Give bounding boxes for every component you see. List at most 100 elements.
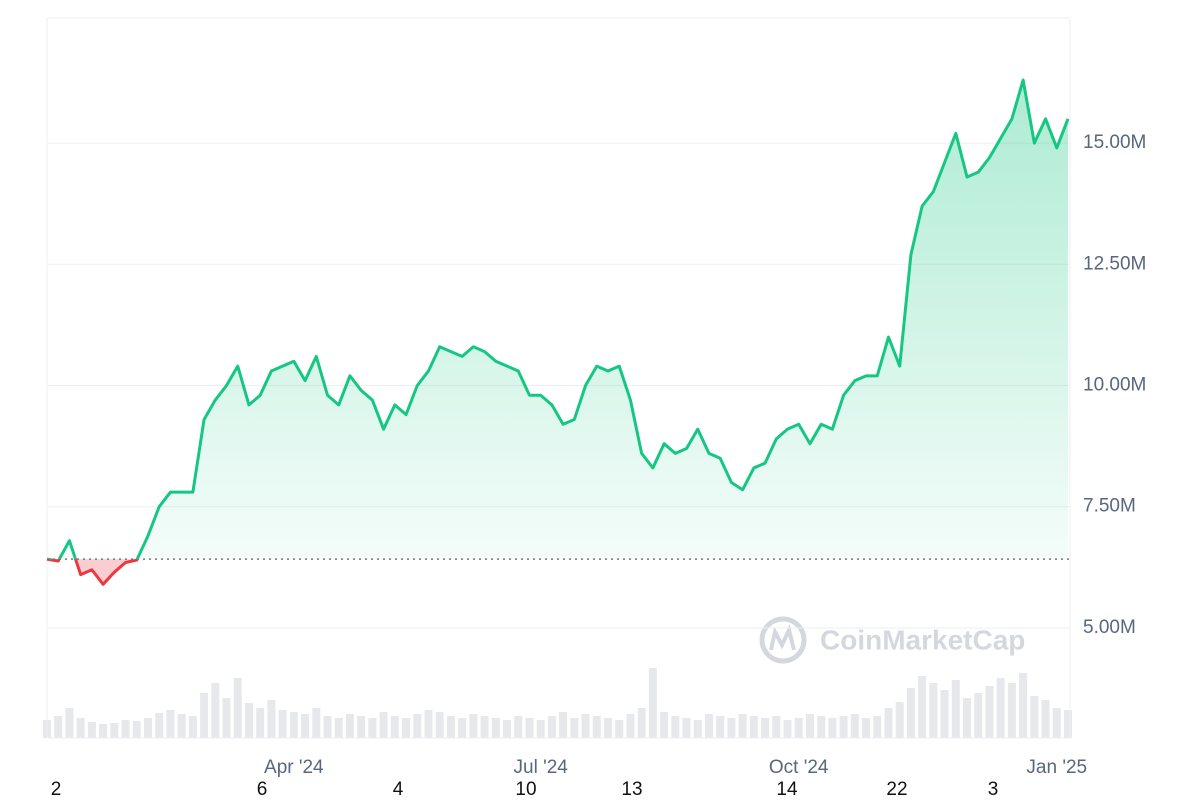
volume-bar [996, 678, 1005, 738]
volume-bar [379, 712, 388, 738]
volume-bar [54, 716, 63, 738]
volume-bar [1064, 710, 1072, 738]
volume-bar [906, 688, 915, 738]
volume-bar [110, 723, 119, 738]
day-label: 6 [257, 779, 268, 800]
volume-bar [301, 714, 310, 738]
volume-bar [143, 718, 152, 738]
volume-bar [805, 714, 814, 738]
volume-bar [99, 724, 108, 738]
volume-bar [469, 714, 478, 738]
volume-bar [87, 722, 96, 738]
volume-bar [435, 712, 444, 738]
area-up [59, 80, 1068, 560]
volume-bar [525, 718, 534, 738]
y-tick-label: 15.00M [1083, 132, 1146, 153]
volume-bar [267, 700, 276, 738]
volume-bar [514, 716, 523, 738]
volume-bar [603, 718, 612, 738]
day-label: 3 [988, 779, 999, 800]
volume-bar [132, 721, 141, 738]
volume-bar [312, 708, 321, 738]
volume-bar [188, 716, 197, 738]
day-label: 14 [776, 779, 798, 800]
day-label: 4 [393, 779, 404, 800]
volume-bar [862, 718, 871, 738]
volume-bar [458, 718, 467, 738]
volume-bar [491, 718, 500, 738]
day-label: 13 [621, 779, 642, 800]
watermark: CoinMarketCap [820, 624, 1025, 655]
x-tick-label: Jul '24 [514, 757, 569, 778]
volume-bar [323, 716, 332, 738]
y-tick-label: 10.00M [1083, 375, 1146, 396]
volume-bar [211, 683, 220, 738]
volume-bar [682, 718, 691, 738]
volume-bar [424, 710, 433, 738]
volume-bar [929, 683, 938, 738]
volume-bar [446, 716, 455, 738]
volume-bar [873, 716, 882, 738]
volume-layer [43, 668, 1072, 738]
volume-bar [1052, 708, 1061, 738]
volume-bar [166, 710, 175, 738]
volume-bar [783, 720, 792, 738]
volume-bar [817, 716, 826, 738]
volume-bar [503, 720, 512, 738]
volume-bar [637, 708, 646, 738]
volume-bar [951, 680, 960, 738]
day-label: 10 [515, 779, 536, 800]
y-tick-label: 5.00M [1083, 617, 1136, 638]
volume-bar [648, 668, 657, 738]
volume-bar [626, 714, 635, 738]
volume-bar [794, 718, 803, 738]
volume-bar [738, 714, 747, 738]
volume-bar [155, 713, 164, 738]
volume-bar [559, 712, 568, 738]
volume-bar [749, 716, 758, 738]
volume-bar [918, 676, 927, 738]
volume-bar [693, 720, 702, 738]
volume-bar [334, 718, 343, 738]
volume-bar [256, 708, 265, 738]
volume-bar [704, 714, 713, 738]
volume-bar [660, 712, 669, 738]
volume-bar [200, 693, 209, 738]
volume-bar [940, 690, 949, 738]
volume-bar [65, 708, 74, 738]
volume-bar [368, 718, 377, 738]
x-tick-label: Apr '24 [264, 757, 324, 778]
x-tick-label: Oct '24 [769, 757, 829, 778]
volume-bar [1030, 696, 1039, 738]
volume-bar [121, 720, 130, 738]
volume-bar [963, 698, 972, 738]
volume-bar [1041, 700, 1050, 738]
x-tick-label: Jan '25 [1026, 757, 1087, 778]
volume-bar [727, 718, 736, 738]
price-line-up [47, 78, 1070, 560]
volume-bar [850, 714, 859, 738]
volume-bar [413, 714, 422, 738]
volume-bar [570, 718, 579, 738]
volume-bar [177, 714, 186, 738]
volume-bar [402, 718, 411, 738]
volume-bar [828, 718, 837, 738]
day-label: 22 [886, 779, 907, 800]
y-tick-label: 12.50M [1083, 253, 1146, 274]
volume-bar [581, 714, 590, 738]
volume-bar [278, 710, 287, 738]
volume-bar [480, 716, 489, 738]
volume-bar [222, 698, 231, 738]
volume-bar [536, 720, 545, 738]
watermark-logo [759, 616, 807, 664]
volume-bar [345, 714, 354, 738]
volume-bar [985, 686, 994, 738]
volume-bar [1019, 673, 1028, 738]
volume-bar [547, 716, 556, 738]
volume-bar [390, 716, 399, 738]
volume-bar [974, 693, 983, 738]
volume-bar [615, 720, 624, 738]
volume-bar [895, 702, 904, 738]
volume-bar [592, 716, 601, 738]
